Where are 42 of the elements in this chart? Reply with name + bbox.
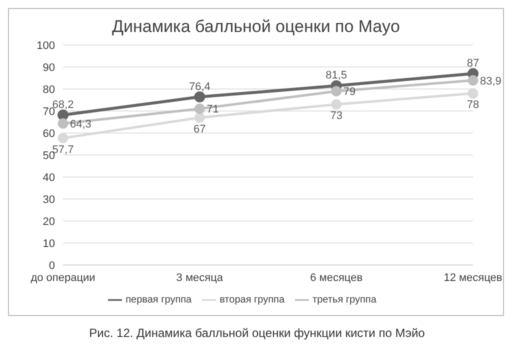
- y-tick-label: 80: [42, 84, 55, 96]
- data-label: 87: [466, 58, 480, 70]
- point: [331, 99, 342, 110]
- y-tick-label: 40: [42, 172, 55, 184]
- data-label: 81,5: [326, 70, 348, 82]
- y-tick-label: 0: [48, 260, 55, 272]
- x-tick-label: до операции: [30, 272, 96, 284]
- data-label: 57,7: [52, 144, 74, 156]
- data-label: 68,2: [52, 98, 74, 111]
- point: [331, 86, 342, 96]
- point: [468, 88, 478, 99]
- y-tick-label: 70: [42, 106, 55, 118]
- chart-title: Динамика балльной оценки по Mayo: [110, 17, 402, 37]
- point: [468, 75, 478, 86]
- y-tick-label: 60: [42, 128, 55, 140]
- y-tick-label: 50: [42, 150, 55, 162]
- y-tick-label: 100: [36, 40, 55, 52]
- point: [194, 112, 205, 123]
- legend-label: вторая группа: [220, 294, 285, 306]
- data-label: 78: [466, 99, 480, 112]
- x-tick-label: 6 месяцев: [310, 272, 363, 284]
- y-tick-label: 20: [42, 216, 55, 228]
- data-label: 73: [330, 110, 342, 122]
- data-label: 76,4: [188, 80, 210, 93]
- y-tick-label: 30: [42, 194, 55, 206]
- legend-label: первая группа: [126, 294, 192, 306]
- text: Рис. 12. Динамика балльной оценки функции кисти по Мэйо: [88, 326, 426, 340]
- point: [58, 118, 68, 129]
- y-tick-label: 10: [42, 238, 55, 250]
- data-label: 79: [343, 86, 356, 98]
- data-label: 71: [206, 104, 219, 116]
- x-tick-label: 3 месяца: [176, 272, 224, 284]
- point: [58, 132, 68, 144]
- y-tick-label: 90: [42, 62, 55, 74]
- x-tick-label: 12 месяцев: [444, 272, 502, 284]
- data-label: 64,3: [70, 118, 92, 130]
- data-label: 83,9: [480, 75, 502, 88]
- legend-label: третья группа: [312, 294, 376, 306]
- data-label: 67: [194, 123, 206, 136]
- point: [194, 91, 206, 102]
- point: [194, 104, 205, 114]
- point: [58, 109, 68, 120]
